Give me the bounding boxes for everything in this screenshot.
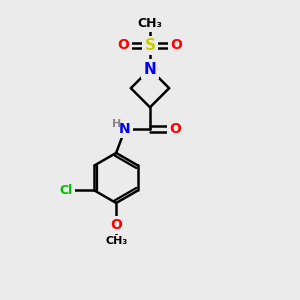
Text: CH₃: CH₃	[137, 17, 163, 30]
Text: S: S	[145, 38, 155, 53]
Text: O: O	[169, 122, 181, 136]
Text: N: N	[119, 122, 131, 136]
Text: O: O	[118, 38, 129, 52]
Text: H: H	[112, 119, 122, 129]
Text: Cl: Cl	[60, 184, 73, 197]
Text: O: O	[171, 38, 182, 52]
Text: O: O	[110, 218, 122, 232]
Text: CH₃: CH₃	[105, 236, 127, 246]
Text: N: N	[144, 61, 156, 76]
